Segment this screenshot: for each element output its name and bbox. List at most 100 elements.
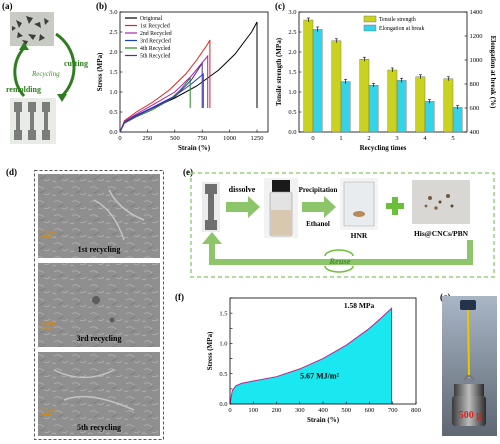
x-tick-label: 100	[248, 407, 258, 414]
scale-label: 2 μm	[42, 408, 55, 414]
reuse-cycle-icon	[324, 249, 354, 257]
y-tick-label: 1.5	[109, 69, 117, 76]
legend-label: 5th Recycled	[140, 54, 171, 60]
y-axis-label: Stress (MPa)	[206, 331, 214, 370]
x-tick-label: 700	[388, 407, 398, 414]
x-tick-label: 2	[367, 135, 370, 142]
strip-sample	[467, 309, 470, 379]
reuse-label: Reuse	[328, 256, 350, 266]
weight-icon	[452, 396, 486, 426]
y-tick-label: 0.5	[288, 109, 296, 116]
sem-caption: 3rd recycling	[77, 334, 122, 343]
y-tick-label: 1.5	[219, 310, 227, 317]
x-tick-label: 500	[341, 407, 351, 414]
panel-label-c: (c)	[275, 1, 285, 11]
dissolve-arrow	[226, 196, 260, 218]
legend-label: 4th Recycled	[140, 46, 171, 52]
y2-tick-label: 800	[470, 81, 480, 88]
series-line	[119, 39, 211, 133]
panel-d: 2 μm 1st recycling 2 μm 3rd recycling 2 …	[34, 170, 164, 440]
x-tick-label: 200	[272, 407, 282, 414]
x-tick-label: 5	[451, 135, 454, 142]
vial-photo	[264, 178, 298, 238]
x-tick-label: 750	[197, 135, 207, 142]
legend-label: Tensile strength	[379, 17, 416, 23]
x-tick-label: 1000	[223, 135, 236, 142]
sem-image-5: 2 μm 5th recycling	[38, 352, 160, 436]
sem-frame	[34, 170, 164, 440]
remolding-label: remolding	[6, 85, 41, 94]
bar	[340, 81, 351, 133]
y-tick-label: 0.0	[219, 401, 227, 408]
bar	[368, 84, 379, 133]
plus-icon	[386, 197, 404, 215]
y-tick-label: 0.5	[219, 371, 227, 378]
y2-tick-label: 600	[470, 105, 480, 112]
series-line	[119, 61, 203, 133]
sem-image-1: 2 μm 1st recycling	[38, 174, 160, 258]
bar	[452, 107, 463, 133]
legend-label: Elongation at break	[379, 26, 424, 32]
panel-g: 500 g	[442, 296, 497, 436]
dumbbell-sample-photo	[202, 182, 220, 232]
legend-label: 3rd Recycled	[140, 39, 171, 45]
bar	[312, 29, 323, 133]
precipitation-arrow	[302, 196, 336, 218]
ethanol-label: Ethanol	[306, 220, 330, 228]
panel-label-f: (f)	[175, 292, 184, 302]
sem-image-3: 2 μm 3rd recycling	[38, 263, 160, 347]
legend-swatch	[363, 15, 377, 23]
cutting-arrowhead	[57, 94, 67, 102]
panel-label-a: (a)	[2, 1, 13, 11]
toughness-area	[230, 308, 392, 404]
bar	[387, 69, 398, 133]
sem-caption: 5th recycling	[77, 423, 121, 432]
panel-label-b: (b)	[96, 1, 107, 11]
panel-a: cutting Recycling remolding	[6, 12, 88, 144]
series-line	[119, 54, 209, 133]
y-axis-label: Tensile strength (MPa)	[275, 37, 283, 106]
legend-swatch	[363, 24, 377, 32]
x-tick-label: 500	[170, 135, 180, 142]
x-tick-label: 400	[318, 407, 328, 414]
y-tick-label: 2.5	[288, 29, 296, 36]
powder-photo	[412, 180, 470, 224]
x-axis-label: Strain (%)	[307, 416, 340, 424]
scale-label: 2 μm	[42, 230, 55, 236]
shredded-pieces-photo	[10, 12, 54, 46]
y2-tick-label: 1000	[470, 57, 483, 64]
chart-f: 0 100 200 300 400 500 600 700 800 0.0 0.5 1.0 1.5 Str…	[206, 297, 421, 424]
y2-axis-label: Elongation at break (%)	[489, 36, 497, 109]
recycling-label: Recycling	[31, 70, 60, 78]
remolding-arrow	[13, 47, 26, 97]
y-tick-label: 1.5	[288, 69, 296, 76]
stress-strain-line	[229, 307, 393, 405]
y2-tick-label: 1200	[470, 33, 483, 40]
legend-label: Origional	[140, 16, 163, 22]
x-tick-label: 250	[143, 135, 153, 142]
scale-label: 2 μm	[42, 321, 55, 327]
scale-bar	[42, 327, 52, 329]
toughness-label: 5.67 MJ/m²	[300, 372, 339, 381]
cutting-label: cutting	[64, 59, 88, 68]
x-tick-label: 1	[339, 135, 342, 142]
bar	[359, 59, 370, 133]
x-tick-label: 1250	[251, 135, 264, 142]
y2-tick-label: 1400	[470, 9, 483, 16]
panel-label-e: (e)	[183, 167, 193, 177]
scale-bar	[42, 414, 52, 416]
y-tick-label: 0.0	[288, 129, 296, 136]
dumbbell-samples-photo	[10, 98, 56, 144]
x-tick-label: 300	[295, 407, 305, 414]
cutting-arrow	[55, 32, 76, 98]
product-label: His@CNCs/PBN	[414, 229, 469, 238]
x-tick-label: 600	[365, 407, 375, 414]
panel-e: dissolve Precipitation Ethanol HNR His@C…	[190, 172, 495, 278]
panel-label-d: (d)	[6, 167, 17, 177]
sem-caption: 1st recycling	[78, 245, 121, 254]
weight-label: 500 g	[459, 410, 482, 421]
x-tick-label: 0	[228, 407, 231, 414]
y-tick-label: 0.0	[109, 129, 117, 136]
bar	[424, 101, 435, 133]
x-axis-label: Strain (%)	[178, 144, 211, 152]
